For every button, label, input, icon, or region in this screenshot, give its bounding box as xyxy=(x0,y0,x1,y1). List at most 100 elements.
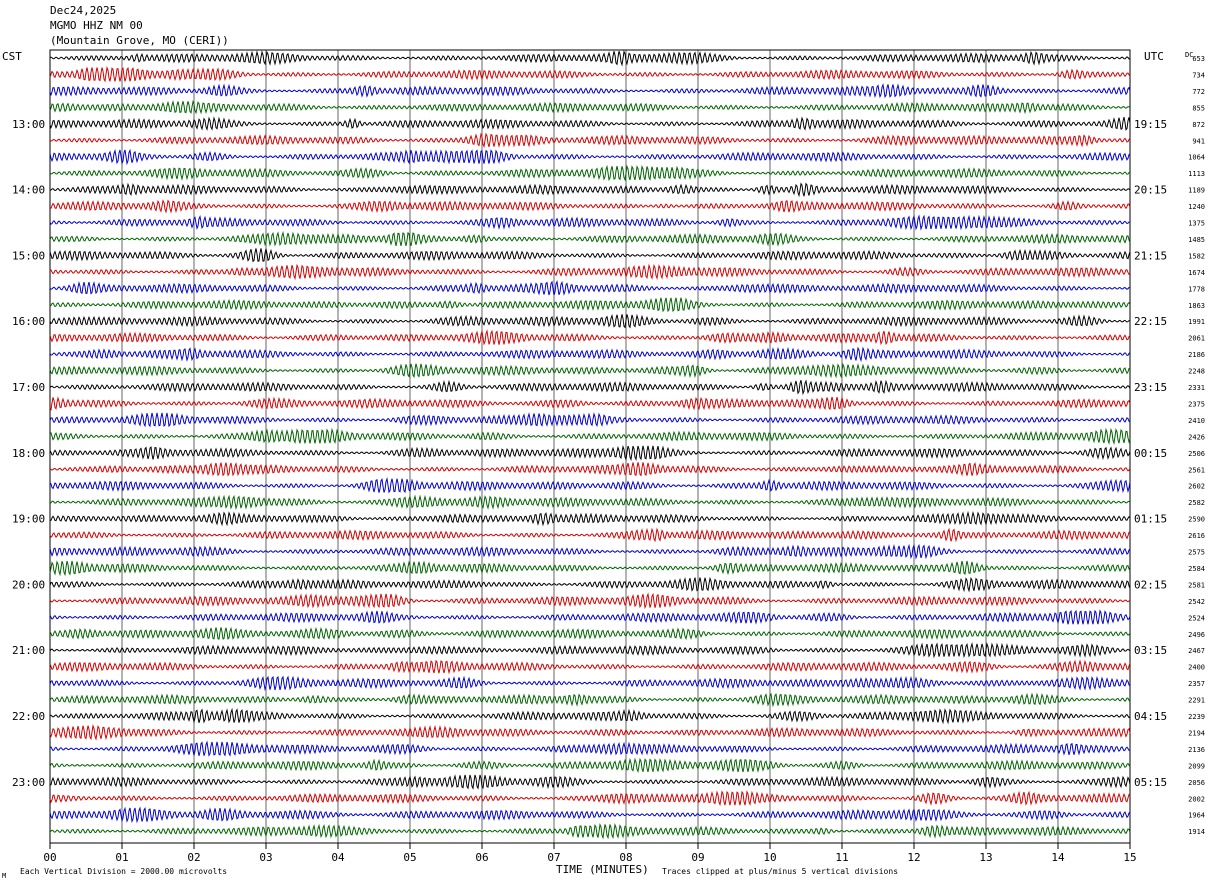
dc-offset-label: 1375 xyxy=(1188,220,1205,228)
dc-offset-label: 2061 xyxy=(1188,335,1205,343)
x-axis-title: TIME (MINUTES) xyxy=(556,863,649,876)
corner-mark: M xyxy=(2,872,7,880)
trace-line xyxy=(49,50,1131,67)
trace-line xyxy=(49,692,1131,708)
left-hour-label: 17:00 xyxy=(12,381,45,394)
right-hour-label: 23:15 xyxy=(1134,381,1167,394)
trace-line xyxy=(49,164,1131,182)
dc-offset-label: 2524 xyxy=(1188,614,1205,622)
trace-line xyxy=(49,329,1131,346)
dc-offset-label: 2239 xyxy=(1188,713,1205,721)
dc-offset-label: 2056 xyxy=(1188,779,1205,787)
left-hour-label: 16:00 xyxy=(12,315,45,328)
dc-offset-label: 2506 xyxy=(1188,450,1205,458)
station-location: (Mountain Grove, MO (CERI)) xyxy=(50,34,229,47)
x-tick-label: 05 xyxy=(403,851,416,864)
station-code: MGMO HHZ NM 00 xyxy=(50,19,143,32)
left-hour-label: 15:00 xyxy=(12,249,45,262)
right-hour-label: 22:15 xyxy=(1134,315,1167,328)
dc-offset-label: 772 xyxy=(1192,88,1205,96)
dc-offset-label: 2561 xyxy=(1188,466,1205,474)
dc-offset-label: 1189 xyxy=(1188,187,1205,195)
grid-lines xyxy=(121,50,1059,843)
x-tick-label: 13 xyxy=(979,851,992,864)
dc-offset-label: 2575 xyxy=(1188,549,1205,557)
trace-line xyxy=(49,280,1131,296)
scale-note: Each Vertical Division = 2000.00 microvo… xyxy=(20,867,228,876)
x-tick-label: 14 xyxy=(1051,851,1065,864)
plot-frame xyxy=(49,49,1131,844)
trace-line xyxy=(49,609,1131,625)
dc-offset-label: 2194 xyxy=(1188,729,1205,737)
left-hour-label: 23:00 xyxy=(12,776,45,789)
left-time-labels: 13:00 14:00 15:00 16:00 17:00 18:00 19:00 20:00… xyxy=(12,118,45,789)
dc-offset-label: 2136 xyxy=(1188,746,1205,754)
dc-offset-labels: 653 734 772 855 872 941 1064 1113 1189 1240 1375 14… xyxy=(1188,55,1205,836)
trace-line xyxy=(49,248,1131,263)
trace-line xyxy=(49,477,1131,494)
right-timezone-label: UTC xyxy=(1144,50,1164,63)
x-tick-label: 00 xyxy=(43,851,56,864)
left-hour-label: 19:00 xyxy=(12,513,45,526)
x-tick-label: 10 xyxy=(763,851,776,864)
trace-line xyxy=(49,543,1131,560)
dc-offset-label: 2496 xyxy=(1188,631,1205,639)
right-hour-label: 00:15 xyxy=(1134,447,1167,460)
dc-offset-label: 1778 xyxy=(1188,285,1205,293)
trace-line xyxy=(49,461,1131,477)
dc-offset-label: 2584 xyxy=(1188,565,1205,573)
dc-offset-label: 734 xyxy=(1192,71,1205,79)
dc-header-label: DC xyxy=(1185,51,1193,59)
seismic-traces xyxy=(49,50,1131,840)
right-hour-label: 19:15 xyxy=(1134,118,1167,131)
dc-offset-label: 1863 xyxy=(1188,302,1205,310)
trace-line xyxy=(49,230,1131,247)
trace-line xyxy=(49,510,1131,527)
dc-offset-label: 2542 xyxy=(1188,598,1205,606)
trace-line xyxy=(49,527,1131,543)
dc-offset-label: 1991 xyxy=(1188,318,1205,326)
x-tick-label: 12 xyxy=(907,851,920,864)
trace-line xyxy=(49,132,1131,149)
trace-line xyxy=(49,444,1131,462)
trace-line xyxy=(49,396,1131,412)
right-hour-label: 21:15 xyxy=(1134,249,1167,262)
x-tick-label: 01 xyxy=(115,851,128,864)
dc-offset-label: 2291 xyxy=(1188,697,1205,705)
trace-line xyxy=(49,740,1131,757)
trace-line xyxy=(49,822,1131,840)
trace-line xyxy=(49,494,1131,511)
dc-offset-label: 2410 xyxy=(1188,417,1205,425)
trace-line xyxy=(49,723,1131,741)
left-hour-label: 22:00 xyxy=(12,710,45,723)
trace-line xyxy=(49,199,1131,214)
trace-line xyxy=(49,592,1131,610)
trace-line xyxy=(49,263,1131,281)
dc-offset-label: 1485 xyxy=(1188,236,1205,244)
right-hour-label: 20:15 xyxy=(1134,184,1167,197)
x-tick-label: 07 xyxy=(547,851,560,864)
trace-line xyxy=(49,790,1131,807)
dc-offset-label: 2002 xyxy=(1188,795,1205,803)
right-hour-label: 04:15 xyxy=(1134,710,1167,723)
x-tick-label: 09 xyxy=(691,851,704,864)
trace-line xyxy=(49,427,1131,445)
left-timezone-label: CST xyxy=(2,50,22,63)
dc-offset-label: 2375 xyxy=(1188,400,1205,408)
trace-line xyxy=(49,774,1131,790)
trace-line xyxy=(49,346,1131,363)
trace-line xyxy=(49,182,1131,198)
trace-line xyxy=(49,626,1131,641)
x-tick-label: 08 xyxy=(619,851,632,864)
trace-line xyxy=(49,82,1131,99)
clip-note: Traces clipped at plus/minus 5 vertical … xyxy=(662,867,899,876)
dc-offset-label: 2581 xyxy=(1188,581,1205,589)
trace-line xyxy=(49,379,1131,396)
dc-offset-label: 2331 xyxy=(1188,384,1205,392)
right-hour-label: 02:15 xyxy=(1134,578,1167,591)
dc-offset-label: 1674 xyxy=(1188,269,1205,277)
dc-offset-label: 2467 xyxy=(1188,647,1205,655)
right-time-labels: 19:15 20:15 21:15 22:15 23:15 00:15 01:15 02:15… xyxy=(1134,118,1167,789)
x-tick-label: 02 xyxy=(187,851,200,864)
chart-date: Dec24,2025 xyxy=(50,4,117,17)
